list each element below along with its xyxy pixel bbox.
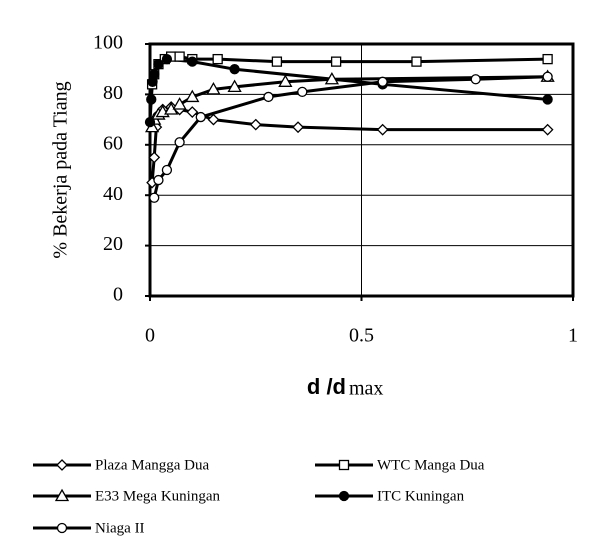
legend-label: Plaza Mangga Dua (95, 457, 209, 473)
marker (278, 74, 293, 87)
y-tick-label: 80 (103, 82, 123, 104)
marker (153, 174, 164, 186)
marker (271, 56, 283, 67)
legend-label: Niaga II (95, 520, 145, 536)
marker (249, 118, 262, 131)
x-tick-label: 1 (568, 325, 578, 347)
marker (56, 459, 68, 471)
y-tick-label: 20 (103, 233, 123, 255)
marker (297, 86, 308, 98)
marker (411, 56, 422, 67)
marker (185, 89, 200, 103)
marker (338, 459, 350, 471)
series-line (152, 75, 548, 199)
marker (542, 71, 553, 82)
marker (324, 71, 340, 85)
plot-frame (148, 42, 575, 298)
marker (187, 56, 198, 67)
y-tick-label: 100 (93, 32, 123, 54)
marker (161, 53, 173, 65)
y-tick-label: 60 (103, 132, 123, 154)
marker (54, 488, 70, 502)
marker (542, 94, 553, 105)
marker (149, 192, 160, 203)
marker (172, 97, 187, 110)
marker (206, 82, 221, 95)
marker (377, 76, 388, 87)
marker (227, 79, 242, 92)
marker (149, 69, 160, 80)
x-tick-label: 0 (145, 325, 155, 347)
y-tick-label: 40 (103, 183, 123, 205)
marker (207, 113, 220, 126)
marker (470, 74, 481, 85)
marker (56, 522, 68, 534)
marker (542, 53, 553, 65)
marker (212, 53, 223, 65)
marker (229, 64, 240, 75)
x-axis-label-sub: max (349, 378, 383, 400)
marker (376, 123, 389, 136)
marker (146, 94, 157, 105)
marker (161, 164, 173, 176)
marker (144, 116, 156, 128)
marker (186, 106, 199, 118)
x-axis-label: d /d (307, 374, 346, 399)
y-tick-label: 0 (113, 284, 123, 306)
legend-label: E33 Mega Kuningan (95, 488, 220, 504)
marker (174, 137, 185, 148)
legend-label: WTC Manga Dua (377, 457, 485, 473)
marker (153, 59, 164, 70)
y-axis-label: % Bekerja pada Tiang (50, 81, 72, 258)
marker (195, 111, 206, 123)
legend-label: ITC Kuningan (377, 488, 465, 504)
marker (541, 123, 554, 136)
marker (292, 121, 304, 134)
marker (174, 51, 185, 62)
marker (338, 490, 350, 502)
marker (330, 56, 342, 67)
x-tick-label: 0.5 (349, 325, 374, 347)
marker (148, 151, 161, 164)
marker (263, 91, 274, 103)
